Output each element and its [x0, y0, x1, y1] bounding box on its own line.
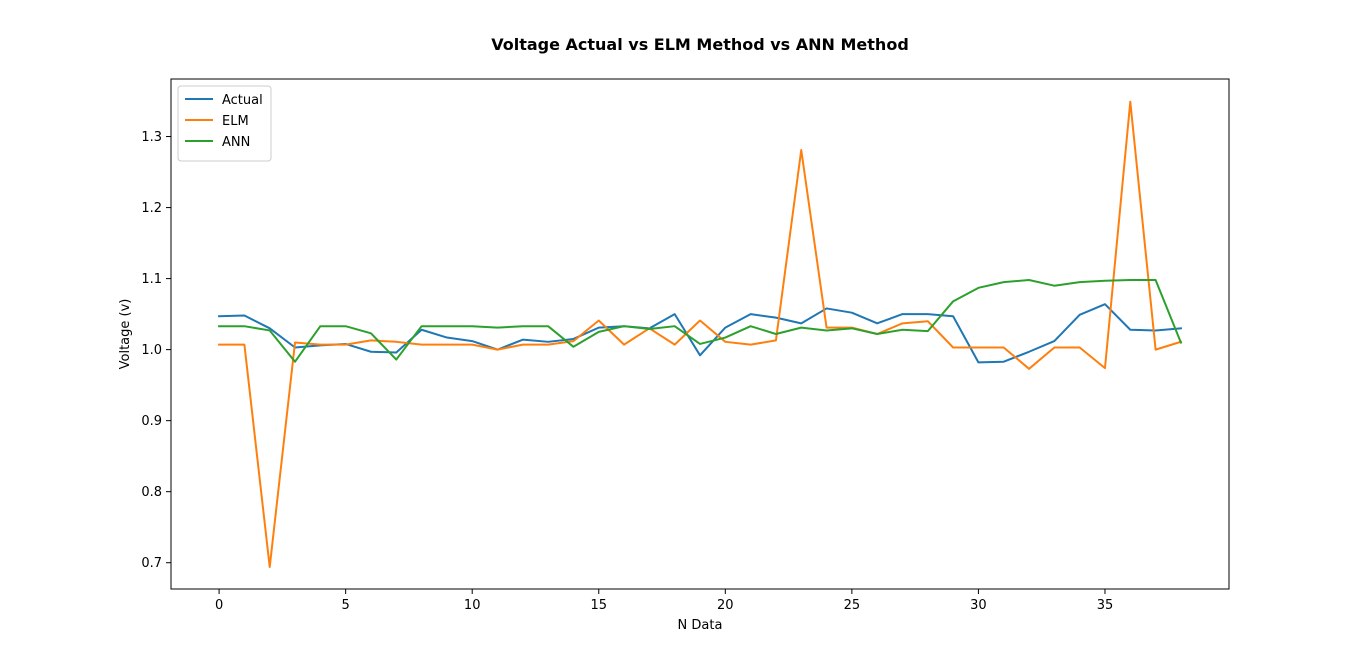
- y-tick-label: 1.1: [141, 272, 162, 287]
- x-tick-label: 10: [464, 598, 481, 613]
- y-tick-label: 0.9: [141, 414, 162, 429]
- y-tick-label: 1.2: [141, 201, 162, 216]
- y-tick-label: 1.0: [141, 343, 162, 358]
- chart-title: Voltage Actual vs ELM Method vs ANN Meth…: [491, 35, 909, 54]
- y-tick-label: 1.3: [141, 130, 162, 145]
- legend-label-actual: Actual: [222, 93, 263, 108]
- x-tick-label: 30: [970, 598, 987, 613]
- x-tick-label: 0: [215, 598, 223, 613]
- series-line-actual: [218, 303, 1182, 364]
- legend-box: [177, 85, 272, 162]
- x-tick-label: 25: [844, 598, 861, 613]
- x-tick-label: 35: [1097, 598, 1114, 613]
- legend-label-ann: ANN: [222, 135, 250, 150]
- x-tick-label: 20: [717, 598, 734, 613]
- x-axis-label: N Data: [678, 618, 723, 633]
- x-tick-label: 5: [342, 598, 350, 613]
- y-tick-label: 0.7: [141, 556, 162, 571]
- legend-label-elm: ELM: [222, 114, 249, 129]
- axis-ticks: 0 5 10 15 20 25 30 35 0.7 0.8 0.9 1.0 1.1 1.2 1.3: [141, 130, 1113, 613]
- legend: Actual ELM ANN: [177, 85, 272, 162]
- plot-area: [218, 100, 1183, 568]
- axes-frame: [170, 78, 1230, 590]
- series-line-ann: [218, 279, 1183, 363]
- y-tick-label: 0.8: [141, 485, 162, 500]
- y-axis-label: Voltage (v): [118, 299, 133, 370]
- x-tick-label: 15: [590, 598, 607, 613]
